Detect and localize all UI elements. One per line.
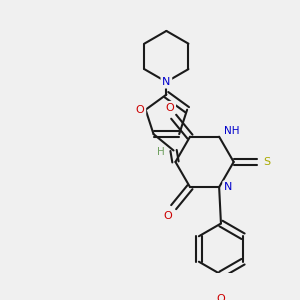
Text: N: N: [224, 182, 232, 192]
Text: O: O: [217, 294, 225, 300]
Text: O: O: [136, 105, 145, 115]
Text: O: O: [166, 103, 174, 112]
Text: O: O: [164, 211, 172, 221]
Text: N: N: [162, 77, 171, 87]
Text: NH: NH: [224, 126, 240, 136]
Text: H: H: [157, 147, 165, 157]
Text: S: S: [263, 157, 270, 167]
